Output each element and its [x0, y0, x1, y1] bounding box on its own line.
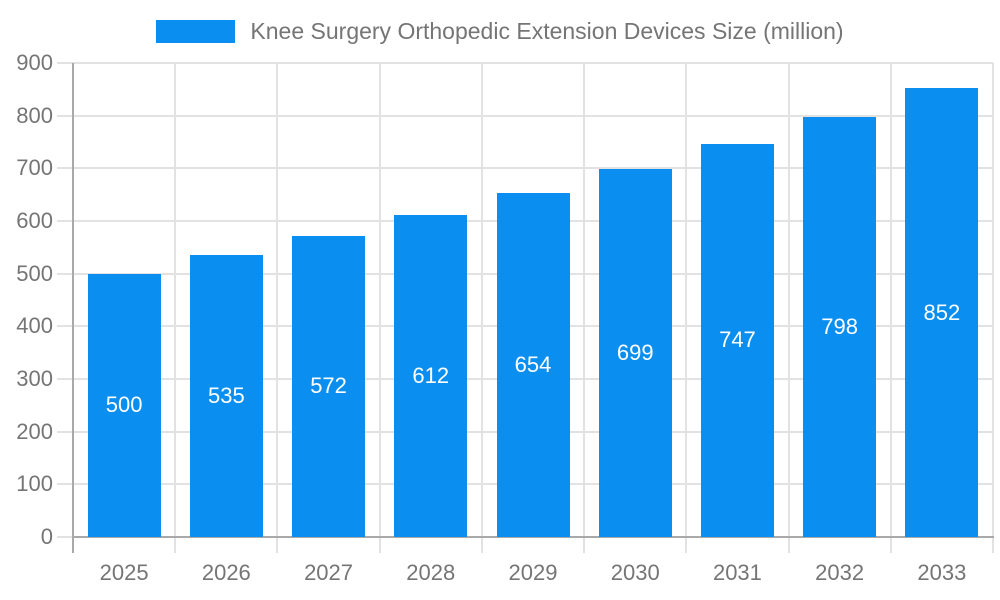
x-tick-label: 2025 [99, 560, 149, 585]
v-gridline [378, 63, 381, 553]
x-tick-label: 2029 [508, 560, 558, 585]
y-tick-label: 0 [40, 524, 53, 549]
bar-2030: 699 [598, 168, 672, 537]
bar-value-label: 535 [207, 383, 245, 409]
v-gridline [480, 63, 483, 553]
bar-2029: 654 [496, 192, 570, 537]
y-tick-label: 200 [16, 418, 53, 444]
bar-2031: 747 [700, 143, 774, 537]
bar-value-label: 699 [616, 339, 654, 365]
v-gridline [992, 63, 994, 553]
x-tick-label: 2033 [917, 560, 967, 585]
bar-2025: 500 [87, 273, 161, 537]
bar-2032: 798 [803, 116, 877, 537]
y-tick-label: 700 [16, 155, 53, 181]
x-tick-label: 2027 [304, 560, 354, 585]
bar-value-label: 747 [719, 327, 756, 353]
y-tick-label: 800 [16, 102, 53, 128]
y-axis-tick [57, 536, 73, 538]
bar-value-label: 500 [105, 392, 143, 418]
x-axis-line [72, 536, 994, 538]
v-gridline [276, 63, 279, 553]
y-tick-label: 400 [16, 313, 53, 339]
y-tick-label: 300 [16, 366, 53, 391]
y-tick-label: 600 [16, 208, 53, 233]
x-tick-label: 2028 [406, 560, 456, 585]
x-tick-label: 2031 [712, 560, 762, 585]
x-tick-label: 2030 [610, 560, 660, 585]
bar-value-label: 612 [412, 362, 450, 388]
bar-2028: 612 [394, 214, 468, 537]
bar-value-label: 852 [923, 299, 961, 325]
bar-value-label: 654 [514, 351, 552, 377]
v-gridline [889, 63, 892, 553]
h-gridline [57, 114, 993, 117]
v-gridline [787, 63, 790, 553]
y-tick-label: 500 [16, 260, 53, 286]
bar-2027: 572 [292, 235, 366, 537]
bar-2026: 535 [189, 255, 263, 537]
v-gridline [174, 63, 177, 553]
legend[interactable]: Knee Surgery Orthopedic Extension Device… [0, 14, 1000, 49]
y-tick-label: 100 [16, 471, 53, 497]
legend-swatch-icon [156, 20, 236, 43]
y-axis-line [72, 63, 74, 553]
x-tick-label: 2026 [201, 560, 251, 585]
bar-value-label: 798 [821, 313, 859, 339]
y-tick-label: 900 [16, 50, 53, 75]
legend-label: Knee Surgery Orthopedic Extension Device… [250, 18, 844, 44]
bar-value-label: 572 [310, 373, 347, 399]
bar-2033: 852 [905, 88, 979, 537]
h-gridline [57, 167, 993, 170]
x-tick-label: 2032 [815, 560, 865, 585]
h-gridline [57, 62, 993, 64]
v-gridline [583, 63, 586, 553]
v-gridline [685, 63, 688, 553]
